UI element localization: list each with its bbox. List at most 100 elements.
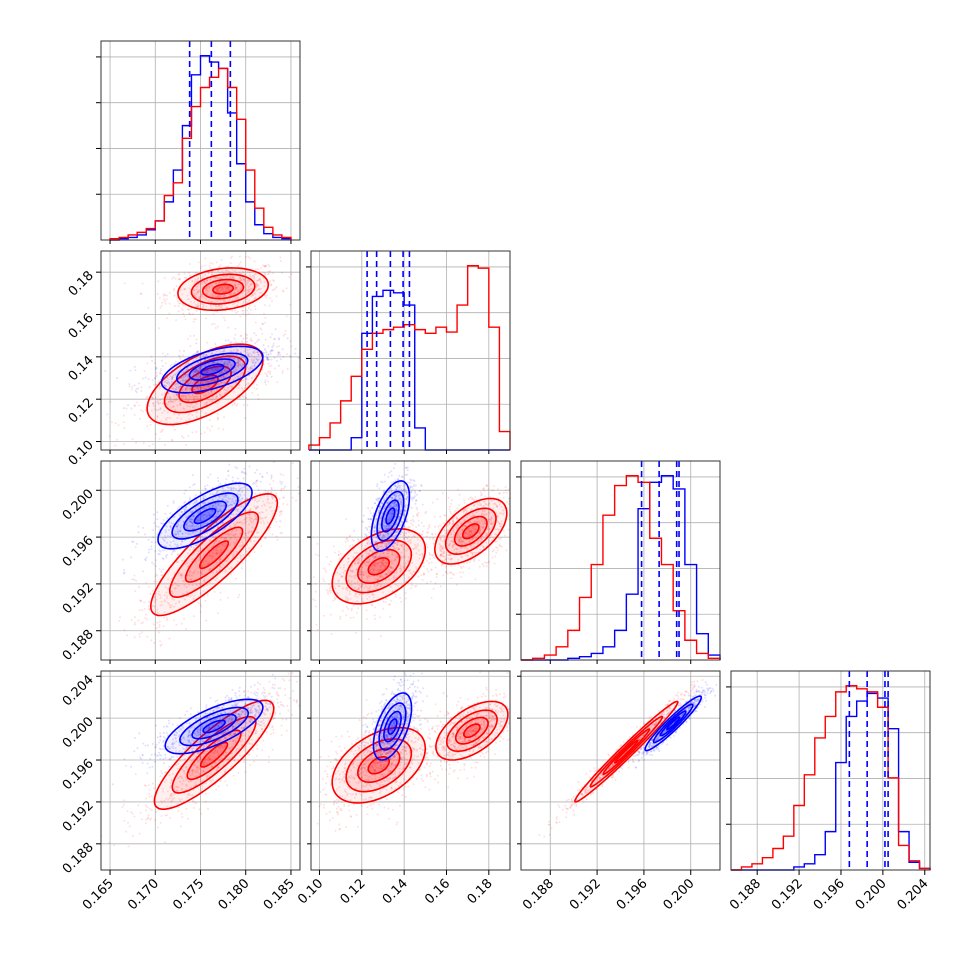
scatter-point-red (228, 288, 231, 291)
scatter-point-blue (247, 370, 249, 373)
scatter-point-red (245, 397, 247, 400)
scatter-point-red (200, 410, 203, 413)
scatter-point-red (215, 388, 218, 391)
scatter-point-red (230, 530, 233, 533)
scatter-point-red (135, 387, 138, 390)
scatter-point-red (197, 571, 199, 574)
scatter-point-red (183, 408, 186, 410)
contour-red (163, 355, 247, 414)
scatter-point-red (224, 276, 227, 278)
scatter-point-red (234, 533, 237, 536)
scatter-point-red (160, 367, 163, 370)
scatter-point-red (215, 570, 218, 573)
scatter-point-red (227, 326, 230, 329)
scatter-point-red (250, 308, 253, 311)
scatter-point-red (223, 281, 226, 284)
scatter-point-red (123, 427, 126, 429)
scatter-point-blue (184, 387, 187, 390)
scatter-point-red (243, 522, 246, 525)
scatter-point-red (226, 269, 229, 272)
scatter-point-red (264, 504, 266, 507)
scatter-point-blue (221, 487, 224, 490)
scatter-point-red (282, 487, 285, 490)
scatter-point-red (172, 400, 175, 403)
scatter-point-red (212, 313, 215, 316)
scatter-point-blue (247, 353, 250, 356)
scatter-point-red (492, 489, 495, 492)
scatter-point-red (213, 565, 216, 568)
scatter-point-blue (227, 360, 230, 363)
scatter-point-blue (267, 358, 270, 361)
scatter-point-red (205, 305, 208, 307)
scatter-point-red (211, 262, 214, 265)
scatter-point-red (255, 517, 258, 520)
scatter-point-red (193, 293, 196, 296)
scatter-point-red (163, 443, 166, 446)
scatter-point-blue (267, 345, 270, 348)
scatter-point-red (198, 304, 201, 307)
histogram-red (521, 475, 721, 661)
scatter-point-red (158, 327, 160, 330)
scatter-point-red (200, 267, 203, 269)
scatter-point-red (271, 502, 274, 504)
scatter-point-red (245, 333, 248, 336)
scatter-point-red (280, 512, 283, 515)
scatter-point-blue (237, 359, 240, 362)
scatter-point-red (223, 516, 225, 519)
scatter-point-blue (211, 368, 214, 371)
scatter-point-red (186, 591, 189, 594)
scatter-point-blue (181, 540, 184, 543)
scatter-point-red (173, 294, 176, 297)
scatter-point-red (311, 457, 313, 459)
scatter-point-red (148, 608, 151, 611)
scatter-point-red (221, 286, 224, 289)
scatter-point-red (275, 520, 278, 523)
scatter-point-red (152, 402, 155, 405)
scatter-point-red (201, 306, 204, 309)
scatter-point-blue (253, 362, 256, 365)
scatter-point-blue (199, 356, 202, 359)
scatter-point-red (207, 272, 210, 274)
scatter-point-red (276, 538, 279, 541)
scatter-point-red (263, 503, 266, 506)
scatter-point-red (221, 287, 224, 290)
scatter-point-blue (166, 396, 169, 399)
scatter-point-red (180, 394, 183, 397)
scatter-point-red (225, 269, 228, 272)
scatter-point-red (151, 604, 154, 607)
scatter-point-red (229, 516, 232, 519)
scatter-point-blue (137, 387, 139, 390)
scatter-point-blue (239, 364, 242, 367)
scatter-point-red (206, 427, 209, 430)
scatter-point-red (210, 391, 213, 394)
scatter-point-red (275, 286, 278, 288)
scatter-point-red (215, 289, 218, 291)
scatter-point-red (195, 398, 198, 401)
scatter-point-red (209, 539, 212, 542)
scatter-point-red (285, 315, 288, 318)
scatter-point-red (345, 614, 348, 617)
scatter-point-red (229, 262, 232, 265)
scatter-point-red (158, 593, 160, 596)
scatter-point-red (231, 280, 234, 283)
scatter-point-red (142, 621, 145, 624)
scatter-point-red (128, 385, 131, 388)
scatter-point-red (216, 402, 219, 405)
scatter-point-blue (162, 557, 165, 560)
scatter-point-red (254, 308, 257, 311)
scatter-point-red (159, 644, 162, 647)
scatter-point-red (515, 512, 517, 514)
scatter-point-red (374, 606, 377, 609)
scatter-point-red (202, 280, 205, 283)
scatter-point-red (117, 424, 120, 427)
scatter-point-red (243, 280, 246, 283)
scatter-point-red (502, 491, 505, 494)
scatter-point-red (145, 396, 148, 399)
scatter-point-red (177, 383, 180, 386)
scatter-point-red (202, 305, 205, 308)
scatter-point-blue (256, 479, 259, 482)
scatter-point-red (160, 420, 162, 423)
scatter-point-blue (183, 510, 186, 513)
scatter-point-red (216, 545, 219, 548)
scatter-point-red (179, 573, 182, 576)
